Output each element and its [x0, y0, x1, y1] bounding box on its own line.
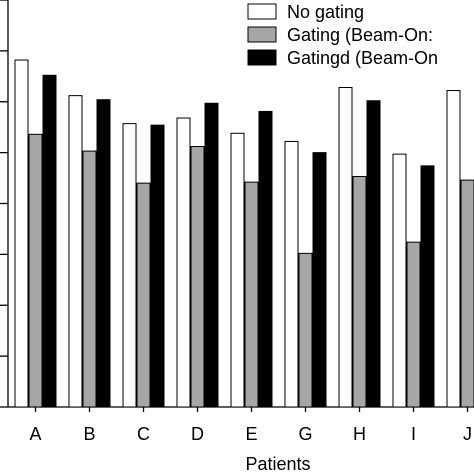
- bar-group-A: [14, 59, 57, 408]
- bar-group-H: [338, 87, 381, 408]
- bar-group-C: [122, 123, 165, 408]
- bar-H-series-3: [366, 100, 381, 408]
- bar-G-series-3: [312, 152, 327, 408]
- bar-E-series-2: [244, 181, 259, 408]
- x-tick-label: B: [83, 424, 95, 444]
- legend-item-3: Gatingd (Beam-On: [247, 48, 438, 68]
- bar-D-series-3: [204, 102, 219, 408]
- bar-A-series-3: [42, 74, 57, 408]
- bar-A-series-2: [28, 133, 43, 408]
- bar-I-series-2: [406, 241, 421, 408]
- bar-A-series-1: [14, 59, 29, 408]
- legend-item-2: Gating (Beam-On:: [247, 25, 433, 45]
- bar-H-series-1: [338, 87, 353, 408]
- bars: [14, 59, 474, 408]
- bar-J-series-1: [446, 90, 461, 408]
- x-tick-label: G: [298, 424, 312, 444]
- x-tick-label: E: [245, 424, 257, 444]
- bar-B-series-2: [82, 150, 97, 408]
- bar-H-series-2: [352, 176, 367, 408]
- bar-group-I: [392, 153, 435, 408]
- legend: No gating Gating (Beam-On: Gatingd (Beam-O…: [247, 2, 438, 68]
- bar-E-series-1: [230, 132, 245, 408]
- legend-label: Gatingd (Beam-On: [287, 48, 438, 68]
- bar-group-D: [176, 102, 219, 408]
- bar-D-series-1: [176, 117, 191, 408]
- bar-D-series-2: [190, 146, 205, 408]
- bar-I-series-3: [420, 165, 435, 408]
- bar-group-B: [68, 95, 111, 408]
- bar-C-series-2: [136, 182, 151, 408]
- legend-swatch: [247, 26, 277, 43]
- bar-group-J: [446, 90, 474, 408]
- bar-C-series-1: [122, 123, 137, 408]
- bar-B-series-1: [68, 95, 83, 408]
- bar-I-series-1: [392, 153, 407, 408]
- legend-item-1: No gating: [247, 2, 364, 22]
- x-tick-label: H: [353, 424, 366, 444]
- x-axis-title: Patients: [245, 454, 310, 474]
- x-tick-label: A: [29, 424, 41, 444]
- bar-group-G: [284, 140, 327, 408]
- legend-label: Gating (Beam-On:: [287, 25, 433, 45]
- x-tick-label: I: [411, 424, 416, 444]
- bar-group-E: [230, 110, 273, 408]
- legend-swatch: [247, 49, 277, 66]
- x-tick-label: C: [137, 424, 150, 444]
- bar-B-series-3: [96, 99, 111, 408]
- bar-E-series-3: [258, 110, 273, 408]
- legend-label: No gating: [287, 2, 364, 22]
- x-tick-label: D: [191, 424, 204, 444]
- bar-G-series-1: [284, 140, 299, 408]
- y-axis: [0, 0, 9, 408]
- x-tick-label: J: [463, 424, 472, 444]
- bar-G-series-2: [298, 252, 313, 408]
- legend-swatch: [247, 3, 277, 20]
- bar-J-series-2: [460, 179, 474, 408]
- bar-C-series-3: [150, 124, 165, 408]
